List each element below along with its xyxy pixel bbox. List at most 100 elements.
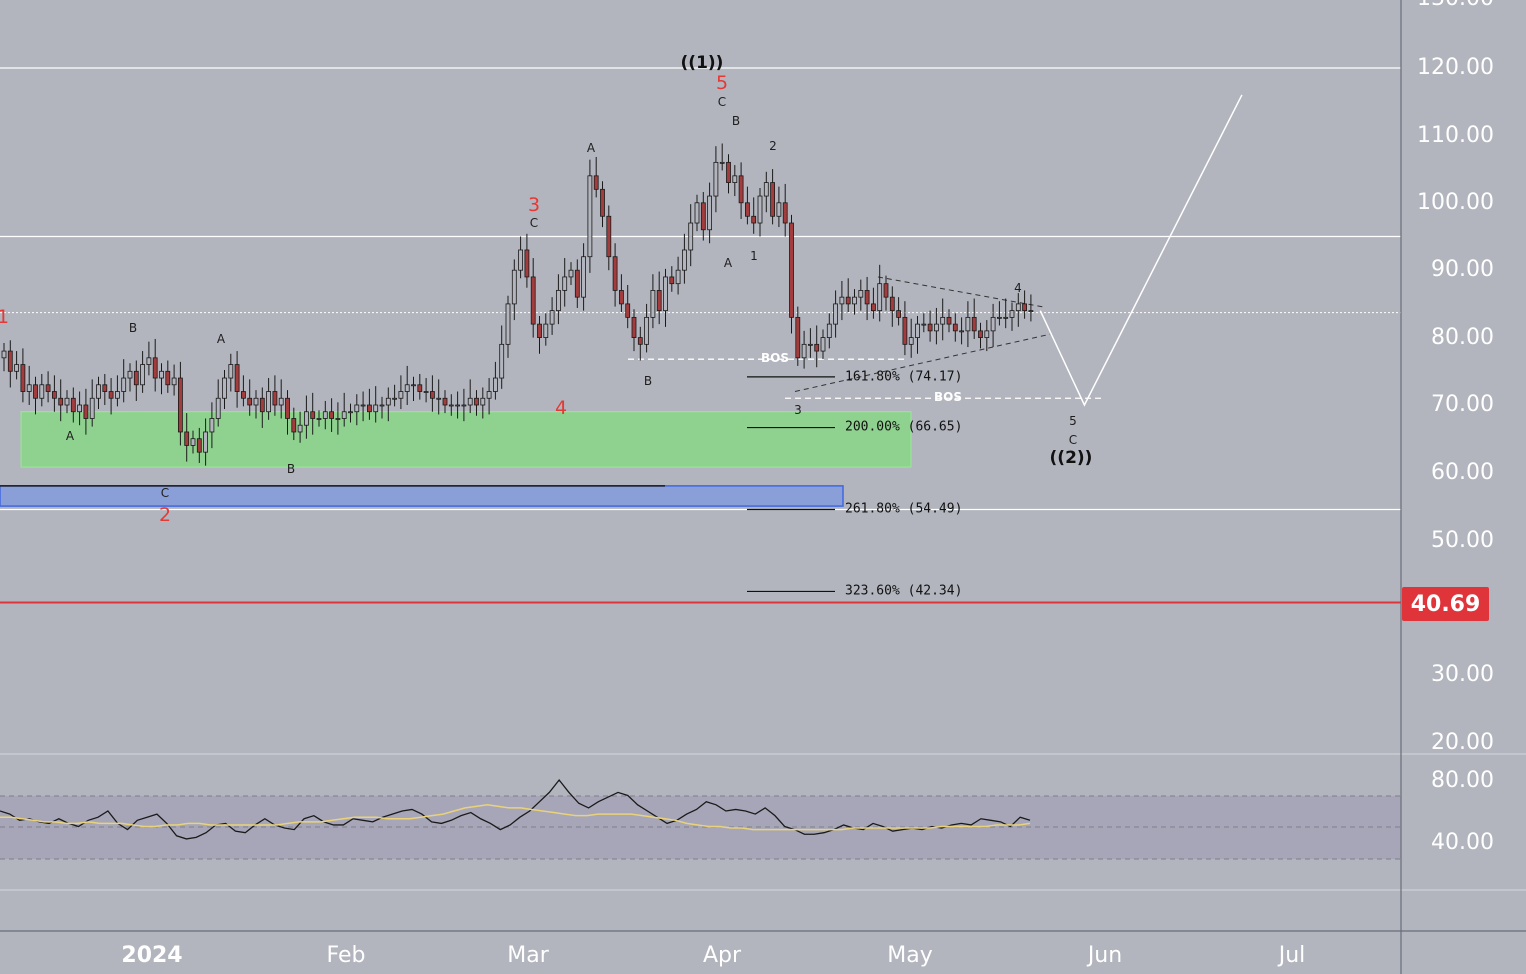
candle-body: [549, 310, 555, 325]
wave-label-b: B: [128, 321, 138, 335]
candle-body: [845, 296, 851, 305]
candle-body: [978, 330, 983, 338]
candle-body: [127, 370, 133, 379]
candle-body: [694, 202, 700, 224]
candle-body: [530, 276, 536, 325]
candle-body: [266, 391, 272, 413]
candle-body: [902, 316, 908, 345]
price-axis-label: 30.00: [1431, 662, 1494, 687]
candle-body: [826, 323, 832, 338]
candle-body: [310, 411, 316, 419]
candle-body: [177, 377, 183, 433]
candle-body: [505, 303, 511, 345]
candle-body: [58, 397, 64, 406]
candle-body: [89, 397, 95, 419]
wave-label-5: 5: [1069, 414, 1077, 428]
bos-label: BOS: [761, 351, 789, 365]
candle-body: [952, 323, 958, 332]
candle-body: [385, 397, 391, 406]
triangle-lower-line: [794, 333, 1051, 393]
candle-body: [348, 411, 353, 414]
wave-label-5: 5: [715, 72, 729, 94]
candle-body: [833, 303, 838, 325]
candle-body: [354, 404, 360, 413]
price-axis-label: 50.00: [1431, 528, 1494, 553]
candle-body: [379, 404, 385, 407]
candle-body: [990, 316, 996, 332]
candle-body: [946, 316, 952, 325]
candle-body: [877, 283, 883, 312]
candle-body: [70, 397, 76, 413]
fib-level-label: 161.80% (74.17): [845, 369, 963, 385]
candle-body: [612, 256, 618, 291]
candle-body: [234, 364, 240, 392]
candle-body: [537, 323, 542, 338]
price-axis-label: 70.00: [1431, 392, 1494, 417]
candle-body: [436, 397, 442, 400]
candle-body: [429, 391, 435, 399]
candle-body: [322, 411, 328, 419]
candle-body: [499, 343, 505, 379]
current-price-badge: 40.69: [1402, 587, 1489, 621]
candle-body: [146, 357, 152, 365]
candle-body: [190, 438, 196, 446]
candle-body: [228, 364, 234, 379]
candle-body: [1028, 310, 1034, 313]
candle-body: [398, 391, 404, 399]
candle-body: [631, 316, 637, 339]
wave-label-1: 1: [750, 249, 758, 263]
candle-body: [795, 316, 801, 359]
candle-body: [83, 404, 89, 419]
candle-body: [663, 276, 668, 312]
wave-label-b: B: [643, 374, 653, 388]
candle-body: [927, 323, 933, 332]
candle-body: [96, 384, 101, 399]
wave-label-a: A: [65, 429, 75, 443]
bos-label: BOS: [934, 390, 962, 404]
candle-body: [133, 370, 139, 386]
wave-label-cycle-one: ((1)): [680, 53, 724, 73]
candle-body: [297, 424, 303, 433]
candle-body: [700, 202, 706, 231]
candle-body: [316, 418, 322, 420]
fib-level-label: 200.00% (66.65): [845, 419, 963, 435]
demand-zone: [20, 411, 912, 468]
candle-body: [184, 431, 190, 446]
candle-body: [965, 316, 971, 332]
candle-body: [52, 391, 57, 399]
candle-body: [45, 384, 51, 392]
candle-body: [196, 438, 202, 453]
wave-label-4: 4: [1014, 281, 1022, 295]
candle-body: [373, 404, 379, 413]
candle-body: [619, 290, 624, 305]
candle-body: [423, 391, 429, 393]
candle-body: [625, 303, 631, 318]
candle-body: [984, 330, 990, 338]
candle-body: [329, 411, 335, 419]
candle-body: [417, 384, 423, 392]
candle-body: [852, 296, 857, 305]
wave-label-a: A: [723, 256, 733, 270]
candle-body: [997, 316, 1002, 319]
candle-body: [707, 195, 712, 231]
candle-body: [688, 222, 694, 251]
candle-body: [240, 391, 246, 399]
rsi-axis-label: 40.00: [1431, 830, 1494, 855]
price-axis-label: 60.00: [1431, 460, 1494, 485]
candle-body: [366, 404, 372, 413]
candle-body: [587, 175, 593, 258]
candle-body: [102, 384, 108, 392]
candle-body: [442, 397, 448, 406]
wave-label-c: C: [717, 95, 727, 109]
candle-body: [669, 276, 675, 285]
fib-level-label: 323.60% (42.34): [845, 583, 963, 599]
candle-body: [732, 175, 738, 183]
wave-label-a: A: [586, 141, 596, 155]
candle-body: [392, 397, 398, 400]
candle-body: [782, 202, 788, 224]
candle-body: [745, 202, 750, 217]
candle-body: [215, 397, 221, 419]
candle-body: [593, 175, 599, 190]
candle-body: [285, 397, 290, 419]
